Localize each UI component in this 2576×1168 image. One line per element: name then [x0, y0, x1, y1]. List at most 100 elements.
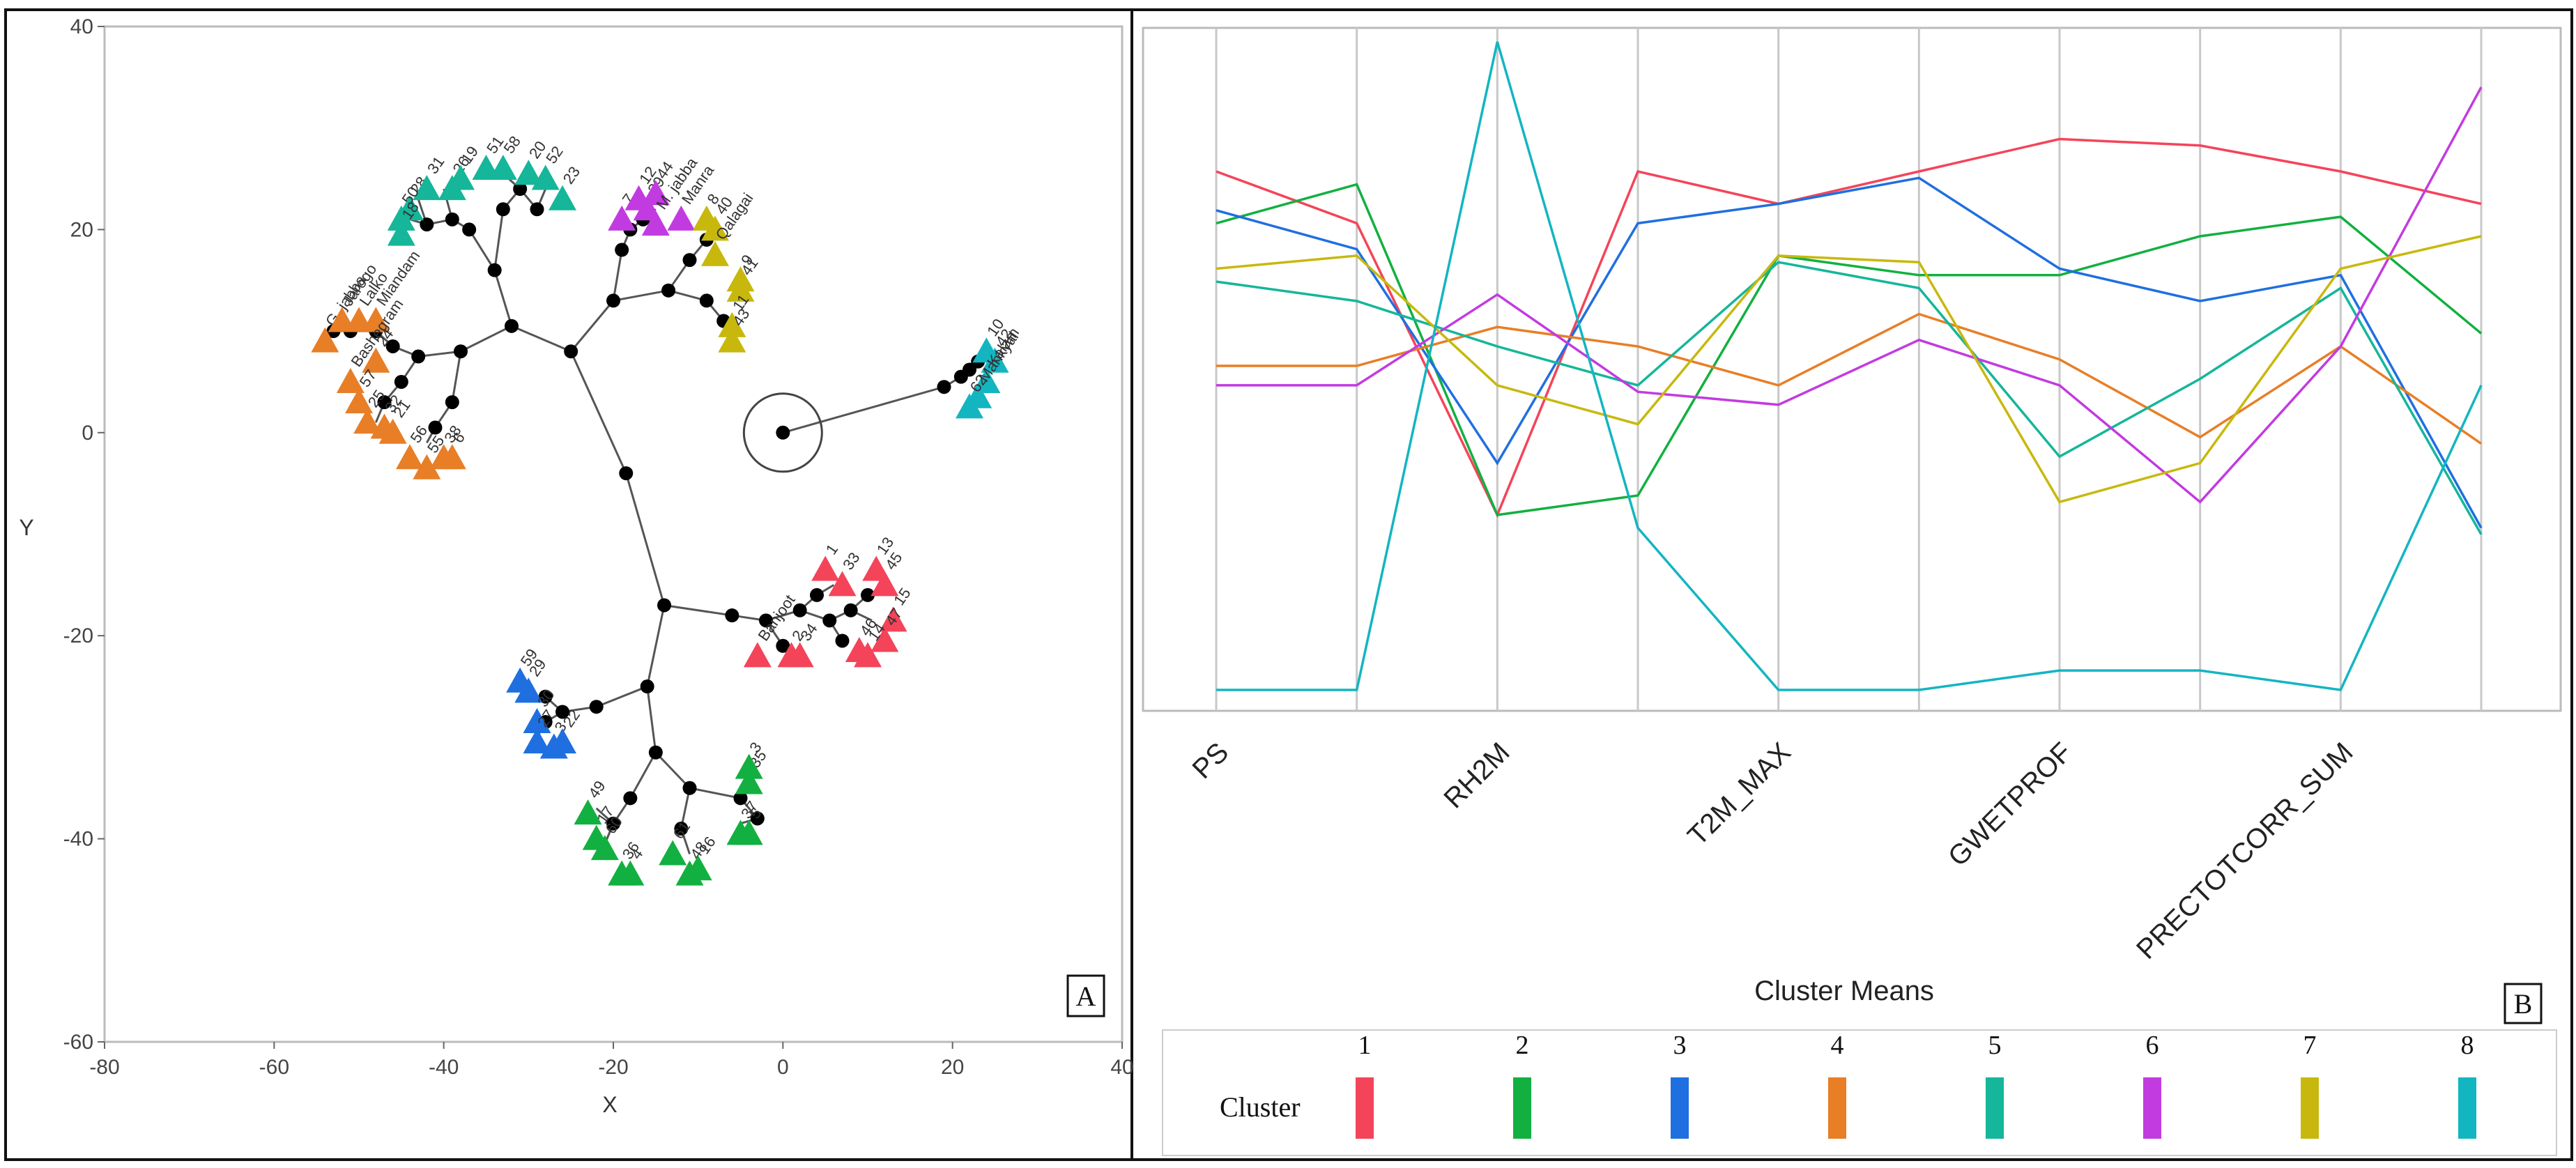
cluster-triangle-point	[514, 160, 543, 185]
dendrogram-node	[835, 633, 850, 648]
cluster-triangle-point	[353, 408, 382, 434]
dendrogram-node	[428, 420, 443, 435]
dendrogram-edge	[654, 751, 691, 789]
cluster-triangle-point	[608, 205, 636, 231]
dendrogram-node	[487, 263, 502, 277]
cluster-triangle-point	[854, 642, 882, 668]
dendrogram-edge	[646, 605, 666, 687]
origin-circle-marker	[742, 392, 823, 473]
dendrogram-edge	[612, 249, 623, 301]
cluster-triangle-point	[659, 840, 687, 866]
cluster-triangle-point	[438, 444, 466, 470]
panel-b-plot-area	[1142, 26, 2562, 712]
legend-swatch	[2458, 1077, 2476, 1139]
dendrogram-node	[445, 395, 459, 410]
legend-item-number: 7	[2303, 1031, 2317, 1060]
dendrogram-edge	[629, 752, 657, 799]
cluster-legend: Cluster 1 2 3 4 5 6 7 8	[1162, 1029, 2557, 1156]
cluster-triangle-point	[311, 327, 339, 353]
panel-a-ylabel: Y	[19, 515, 33, 540]
dendrogram-node	[776, 638, 790, 653]
dendrogram-edge	[624, 472, 666, 606]
y-tick-label: 20	[70, 218, 93, 241]
dendrogram-node	[648, 745, 663, 760]
cluster-triangle-point	[828, 571, 857, 597]
cluster-triangle-point	[396, 444, 424, 470]
dendrogram-node	[445, 212, 459, 226]
cluster-triangle-point	[523, 708, 551, 734]
dendrogram-node	[699, 293, 714, 308]
legend-item-number: 4	[1831, 1031, 1844, 1060]
x-tick-label: -60	[259, 1056, 289, 1079]
cluster-triangle-point	[413, 175, 441, 201]
dendrogram-node	[564, 344, 578, 359]
dendrogram-node	[822, 613, 837, 628]
legend-item-number: 2	[1516, 1031, 1529, 1060]
dendrogram-node	[615, 243, 629, 257]
cluster-triangle-point	[345, 388, 373, 414]
dendrogram-node	[589, 700, 604, 714]
dendrogram-edge	[782, 385, 944, 434]
x-tick-label: -40	[429, 1056, 459, 1079]
legend-item-number: 5	[1988, 1031, 2002, 1060]
dendrogram-node	[606, 293, 620, 308]
dendrogram-edge	[664, 604, 733, 617]
dendrogram-node	[682, 253, 697, 268]
dendrogram-node	[657, 598, 671, 613]
dendrogram-node	[619, 466, 634, 481]
dendrogram-edge	[596, 685, 648, 708]
dendrogram-edge	[468, 229, 496, 271]
dendrogram-node	[661, 283, 676, 298]
dendrogram-node	[682, 781, 697, 795]
dendrogram-edge	[460, 325, 512, 353]
cluster-triangle-point	[692, 205, 721, 231]
dendrogram-node	[623, 791, 638, 806]
dendrogram-edge	[613, 289, 669, 302]
dendrogram-node	[674, 822, 689, 836]
variable-axis-label: GWETPROF	[1942, 737, 2078, 873]
cluster-triangle-point	[616, 860, 645, 886]
cluster-triangle-point	[871, 571, 899, 597]
cluster-triangle-point	[531, 164, 560, 190]
cluster-triangle-point	[726, 276, 755, 302]
cluster-triangle-point	[336, 367, 365, 393]
dendrogram-node	[462, 222, 477, 237]
y-tick-label: -20	[63, 624, 93, 647]
legend-item-number: 1	[1358, 1031, 1372, 1060]
x-tick-label: -20	[598, 1056, 628, 1079]
cluster-triangle-point	[574, 799, 602, 825]
y-tick-label: 40	[70, 15, 93, 38]
dendrogram-node	[937, 380, 951, 394]
cluster-triangle-point	[514, 677, 543, 703]
dendrogram-node	[538, 689, 553, 704]
variable-axis-label: PRECTOTCORR_SUM	[2131, 737, 2359, 965]
cluster-triangle-point	[549, 185, 576, 210]
legend-swatch	[1513, 1077, 1531, 1139]
cluster-triangle-point	[362, 307, 390, 332]
cluster-triangle-point	[590, 835, 619, 861]
dendrogram-edge	[570, 300, 615, 353]
panel-b-title: Cluster Means	[1754, 976, 1934, 1006]
cluster-3-mean-line	[1216, 176, 2483, 529]
dendrogram-node	[411, 349, 426, 364]
dendrogram-node	[513, 182, 528, 197]
cluster-triangle-point	[718, 327, 746, 353]
cluster-triangle-point	[387, 205, 415, 231]
dendrogram-node	[725, 608, 739, 623]
cluster-2-mean-line	[1216, 183, 2483, 516]
dendrogram-edge	[493, 209, 505, 270]
dendrogram-node	[792, 603, 807, 617]
dendrogram-node	[843, 603, 858, 617]
cluster-triangle-point	[684, 855, 712, 881]
dendrogram-node	[505, 318, 519, 333]
cluster-triangle-point	[641, 180, 670, 206]
x-tick-label: 0	[777, 1056, 789, 1079]
cluster-triangle-point	[735, 820, 763, 845]
x-tick-label: -80	[89, 1056, 119, 1079]
dendrogram-node	[555, 705, 569, 719]
cluster-triangle-point	[362, 347, 390, 373]
dendrogram-node	[640, 679, 654, 694]
dendrogram-node	[733, 791, 748, 806]
